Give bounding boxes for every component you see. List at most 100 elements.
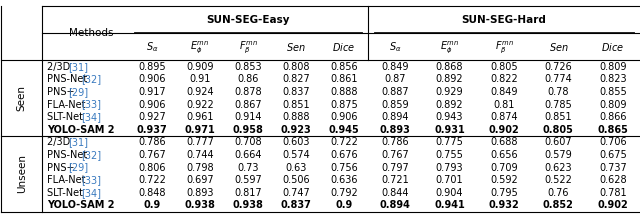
Text: [32]: [32] bbox=[81, 150, 102, 160]
Text: 0.971: 0.971 bbox=[184, 125, 216, 135]
Text: 0.86: 0.86 bbox=[237, 74, 259, 84]
Text: SUN-SEG-Hard: SUN-SEG-Hard bbox=[461, 15, 547, 25]
Text: 0.817: 0.817 bbox=[234, 188, 262, 198]
Text: 0.895: 0.895 bbox=[138, 62, 166, 72]
Text: 0.837: 0.837 bbox=[282, 87, 310, 97]
Text: [29]: [29] bbox=[68, 163, 88, 173]
Text: 0.849: 0.849 bbox=[381, 62, 409, 72]
Text: 0.902: 0.902 bbox=[488, 125, 520, 135]
Text: 0.675: 0.675 bbox=[599, 150, 627, 160]
Text: 0.938: 0.938 bbox=[184, 200, 216, 210]
Text: 0.917: 0.917 bbox=[138, 87, 166, 97]
Text: 0.888: 0.888 bbox=[330, 87, 358, 97]
Text: 0.574: 0.574 bbox=[282, 150, 310, 160]
Text: $E_\phi^{mn}$: $E_\phi^{mn}$ bbox=[440, 39, 460, 55]
Text: 0.852: 0.852 bbox=[543, 200, 574, 210]
Text: 0.922: 0.922 bbox=[186, 100, 214, 110]
Text: 0.87: 0.87 bbox=[385, 74, 406, 84]
Text: 0.875: 0.875 bbox=[330, 100, 358, 110]
Text: 0.597: 0.597 bbox=[234, 175, 262, 185]
Text: 0.805: 0.805 bbox=[490, 62, 518, 72]
Text: 0.867: 0.867 bbox=[234, 100, 262, 110]
Text: 0.906: 0.906 bbox=[138, 74, 166, 84]
Text: 0.786: 0.786 bbox=[138, 137, 166, 147]
Text: FLA-Net: FLA-Net bbox=[47, 100, 88, 110]
Text: 0.929: 0.929 bbox=[436, 87, 463, 97]
Text: 0.892: 0.892 bbox=[436, 74, 463, 84]
Text: $E_\phi^{mn}$: $E_\phi^{mn}$ bbox=[190, 39, 210, 55]
Text: YOLO-SAM 2: YOLO-SAM 2 bbox=[47, 125, 114, 135]
Text: 0.827: 0.827 bbox=[282, 74, 310, 84]
Text: [34]: [34] bbox=[81, 112, 102, 122]
Text: $S_\alpha$: $S_\alpha$ bbox=[146, 40, 158, 54]
Text: 0.865: 0.865 bbox=[597, 125, 628, 135]
Text: 0.603: 0.603 bbox=[282, 137, 310, 147]
Text: 0.755: 0.755 bbox=[436, 150, 463, 160]
Text: 0.756: 0.756 bbox=[330, 163, 358, 173]
Text: 0.726: 0.726 bbox=[545, 62, 572, 72]
Text: [31]: [31] bbox=[68, 137, 88, 147]
Text: 0.767: 0.767 bbox=[138, 150, 166, 160]
Text: 0.792: 0.792 bbox=[330, 188, 358, 198]
Text: 2/3D: 2/3D bbox=[47, 137, 73, 147]
Text: 0.941: 0.941 bbox=[434, 200, 465, 210]
Text: 0.932: 0.932 bbox=[488, 200, 520, 210]
Text: PNS+: PNS+ bbox=[47, 163, 77, 173]
Text: 0.809: 0.809 bbox=[599, 100, 627, 110]
Text: 0.914: 0.914 bbox=[234, 112, 262, 122]
Text: 0.775: 0.775 bbox=[436, 137, 463, 147]
Text: 0.592: 0.592 bbox=[490, 175, 518, 185]
Text: 0.892: 0.892 bbox=[436, 100, 463, 110]
Text: 0.868: 0.868 bbox=[436, 62, 463, 72]
Text: 0.76: 0.76 bbox=[548, 188, 569, 198]
Text: 0.851: 0.851 bbox=[545, 112, 572, 122]
Text: 0.777: 0.777 bbox=[186, 137, 214, 147]
Text: 0.708: 0.708 bbox=[234, 137, 262, 147]
Text: SUN-SEG-Easy: SUN-SEG-Easy bbox=[206, 15, 290, 25]
Text: 0.904: 0.904 bbox=[436, 188, 463, 198]
Text: 0.848: 0.848 bbox=[138, 188, 166, 198]
Text: 0.676: 0.676 bbox=[330, 150, 358, 160]
Text: 0.894: 0.894 bbox=[381, 112, 409, 122]
Text: 0.721: 0.721 bbox=[381, 175, 409, 185]
Text: 0.795: 0.795 bbox=[490, 188, 518, 198]
Text: SLT-Net: SLT-Net bbox=[47, 188, 86, 198]
Text: 0.931: 0.931 bbox=[434, 125, 465, 135]
Text: 2/3D: 2/3D bbox=[47, 62, 73, 72]
Text: 0.927: 0.927 bbox=[138, 112, 166, 122]
Text: 0.874: 0.874 bbox=[490, 112, 518, 122]
Text: 0.774: 0.774 bbox=[545, 74, 572, 84]
Text: 0.91: 0.91 bbox=[189, 74, 211, 84]
Text: 0.945: 0.945 bbox=[328, 125, 360, 135]
Text: 0.859: 0.859 bbox=[381, 100, 409, 110]
Text: 0.767: 0.767 bbox=[381, 150, 409, 160]
Text: 0.785: 0.785 bbox=[545, 100, 572, 110]
Text: 0.837: 0.837 bbox=[280, 200, 312, 210]
Text: [34]: [34] bbox=[81, 188, 102, 198]
Text: SLT-Net: SLT-Net bbox=[47, 112, 86, 122]
Text: $Sen$: $Sen$ bbox=[548, 41, 568, 53]
Text: 0.938: 0.938 bbox=[232, 200, 264, 210]
Text: 0.805: 0.805 bbox=[543, 125, 574, 135]
Text: [32]: [32] bbox=[81, 74, 102, 84]
Text: PNS+: PNS+ bbox=[47, 87, 77, 97]
Text: 0.878: 0.878 bbox=[234, 87, 262, 97]
Text: 0.506: 0.506 bbox=[282, 175, 310, 185]
Text: 0.909: 0.909 bbox=[186, 62, 214, 72]
Text: 0.958: 0.958 bbox=[232, 125, 264, 135]
Text: $S_\alpha$: $S_\alpha$ bbox=[389, 40, 401, 54]
Text: 0.902: 0.902 bbox=[597, 200, 628, 210]
Text: 0.786: 0.786 bbox=[381, 137, 409, 147]
Text: 0.924: 0.924 bbox=[186, 87, 214, 97]
Text: 0.9: 0.9 bbox=[335, 200, 353, 210]
Text: 0.579: 0.579 bbox=[545, 150, 572, 160]
Text: 0.849: 0.849 bbox=[490, 87, 518, 97]
Text: $F_\beta^{mn}$: $F_\beta^{mn}$ bbox=[495, 39, 513, 55]
Text: 0.701: 0.701 bbox=[436, 175, 463, 185]
Text: 0.893: 0.893 bbox=[380, 125, 411, 135]
Text: 0.623: 0.623 bbox=[545, 163, 572, 173]
Text: 0.851: 0.851 bbox=[282, 100, 310, 110]
Text: 0.9: 0.9 bbox=[143, 200, 161, 210]
Text: [33]: [33] bbox=[81, 100, 102, 110]
Text: 0.823: 0.823 bbox=[599, 74, 627, 84]
